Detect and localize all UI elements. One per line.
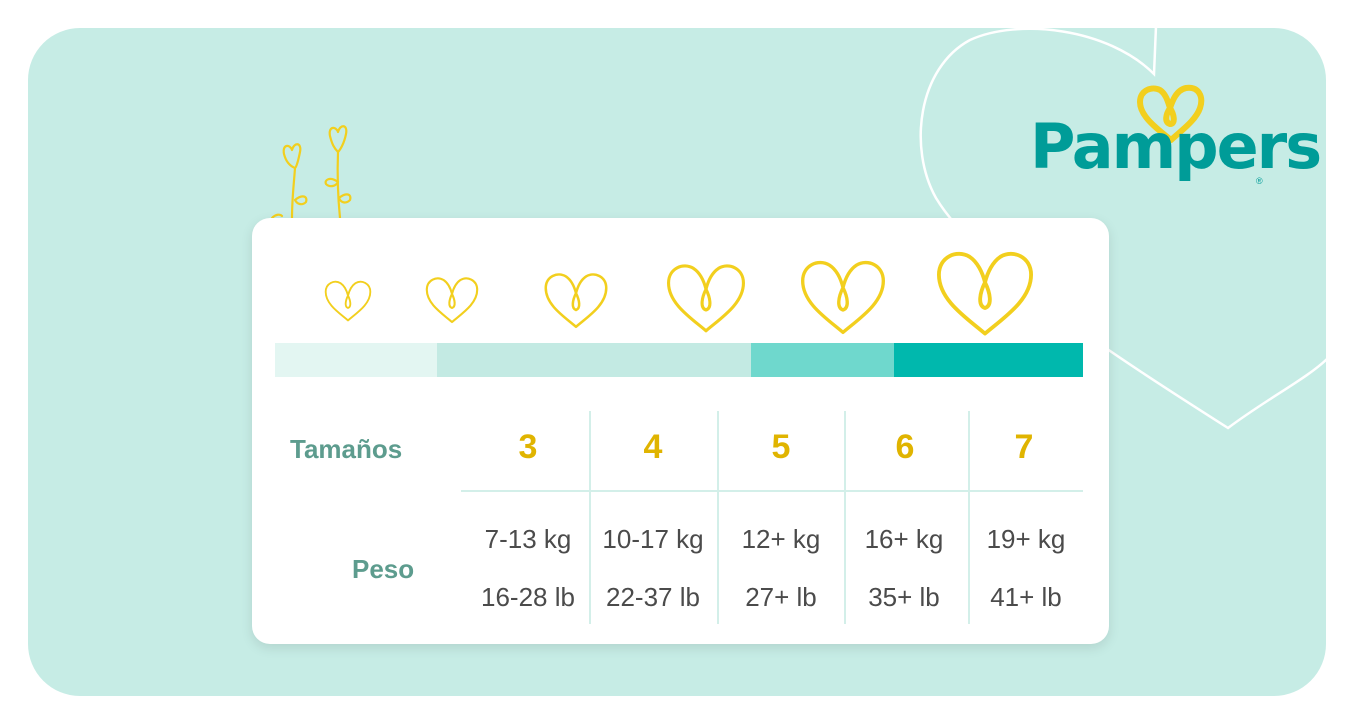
bar-segment	[894, 343, 1083, 377]
logo-wordmark: Pampers	[1030, 110, 1322, 183]
size-number: 5	[771, 428, 791, 466]
column-divider	[589, 411, 591, 624]
weight-kg: 19+ kg	[986, 524, 1066, 554]
size-chart-card: Tamaños Peso 3 4 5 6 7 7-13 kg 10-17 kg …	[252, 218, 1109, 644]
size-hearts-row	[324, 251, 1033, 336]
weight-kg: 12+ kg	[741, 524, 821, 554]
weight-lb: 16-28 lb	[481, 582, 575, 612]
heart-icon	[425, 277, 479, 324]
weight-lb: 35+ lb	[868, 582, 940, 612]
size-number: 4	[643, 428, 663, 466]
weight-kg: 10-17 kg	[602, 524, 704, 554]
weight-lb: 41+ lb	[990, 582, 1062, 612]
heart-icon	[937, 251, 1033, 336]
heart-icon	[324, 280, 372, 322]
column-divider	[717, 411, 719, 624]
pampers-logo: Pampers ®	[1030, 84, 1322, 204]
size-number: 7	[1014, 428, 1034, 466]
logo-heart-icon	[1137, 84, 1205, 143]
bar-segment	[437, 343, 751, 377]
weight-lb: 22-37 lb	[606, 582, 700, 612]
registered-mark: ®	[1256, 176, 1263, 186]
bar-segment	[751, 343, 894, 377]
weight-kg: 16+ kg	[864, 524, 944, 554]
flower-sprouts-decoration	[270, 125, 352, 220]
weight-kg: 7-13 kg	[484, 524, 572, 554]
column-divider	[968, 411, 970, 624]
background-heart-outline	[919, 28, 1326, 430]
sizes-label: Tamaños	[290, 434, 403, 464]
row-divider	[461, 490, 1083, 492]
heart-icon	[667, 264, 745, 333]
weight-label: Peso	[352, 554, 415, 584]
size-number: 6	[895, 428, 915, 466]
heart-icon	[544, 273, 608, 329]
bar-segment	[275, 343, 437, 377]
column-divider	[844, 411, 846, 624]
weight-lb: 27+ lb	[745, 582, 817, 612]
size-number: 3	[518, 428, 538, 466]
heart-icon	[800, 260, 886, 335]
